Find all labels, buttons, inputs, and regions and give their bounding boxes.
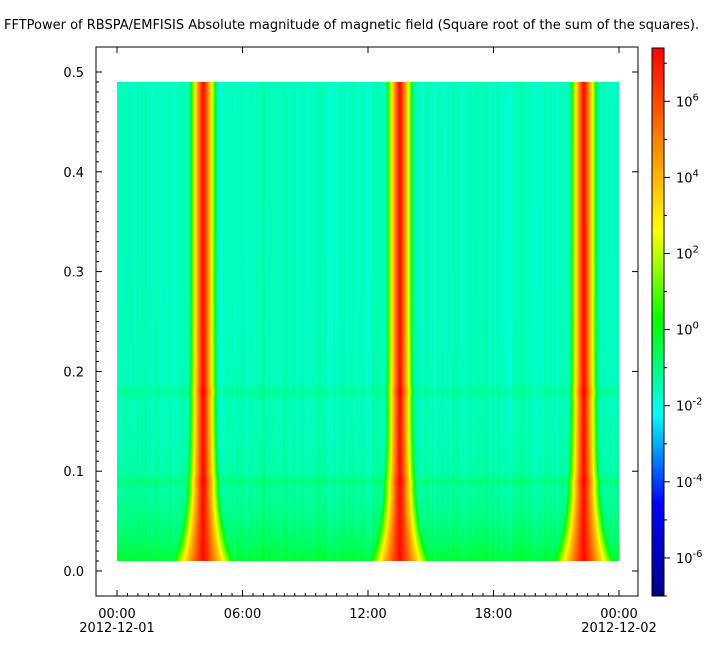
y-tick-label: 0.2 <box>63 365 84 380</box>
chart-title: FFTPower of RBSPA/EMFISIS Absolute magni… <box>4 18 700 33</box>
colorbar <box>651 47 665 597</box>
y-tick-label: 0.3 <box>63 266 84 281</box>
x-tick-sublabel: 2012-12-01 <box>79 621 155 636</box>
colorbar-tick-label: 100 <box>676 321 699 339</box>
x-tick-label: 06:00 <box>224 607 261 622</box>
x-tick-label: 12:00 <box>349 607 386 622</box>
spectrogram-image <box>117 81 619 561</box>
x-tick-sublabel: 2012-12-02 <box>581 621 657 636</box>
y-tick-label: 0.0 <box>63 565 84 580</box>
y-tick-label: 0.4 <box>63 166 84 181</box>
colorbar-tick-label: 104 <box>676 168 699 186</box>
y-tick-label: 0.1 <box>63 465 84 480</box>
x-tick-label: 00:00 <box>600 607 637 622</box>
colorbar-tick-label: 10-6 <box>676 549 703 567</box>
x-tick-label: 18:00 <box>475 607 512 622</box>
colorbar-tick-label: 102 <box>676 245 699 263</box>
y-tick-label: 0.5 <box>63 66 84 81</box>
colorbar-tick-label: 106 <box>676 92 699 110</box>
colorbar-tick-label: 10-2 <box>676 397 703 415</box>
colorbar-tick-label: 10-4 <box>676 473 703 491</box>
x-tick-label: 00:00 <box>98 607 135 622</box>
